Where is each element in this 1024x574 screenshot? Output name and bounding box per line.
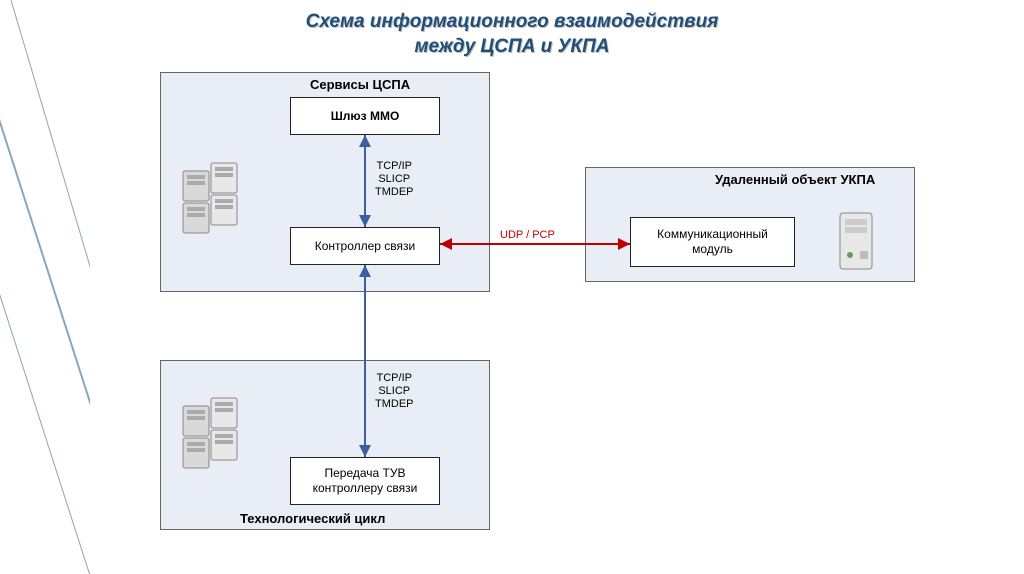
node-controller-label: Контроллер связи [315, 239, 416, 254]
node-tuv-label: Передача ТУВконтроллеру связи [313, 466, 418, 496]
title-line-1: Схема информационного взаимодействия [306, 11, 719, 32]
edge-label-ctrl-tuv: TCP/IPSLICPTMDEP [375, 372, 414, 412]
node-gateway-label: Шлюз ММО [331, 109, 400, 124]
node-tuv: Передача ТУВконтроллеру связи [290, 457, 440, 505]
node-comm-module: Коммуникационныймодуль [630, 217, 795, 267]
server-rack-icon [175, 157, 245, 247]
edge-label-gw-ctrl: TCP/IPSLICPTMDEP [375, 160, 414, 200]
group-cspa-title: Сервисы ЦСПА [310, 77, 410, 92]
node-comm-module-label: Коммуникационныймодуль [657, 227, 768, 257]
server-rack-icon [175, 392, 245, 482]
slide-decoration [0, 0, 90, 574]
title-line-2: между ЦСПА и УКПА [414, 36, 609, 57]
slide-title: Схема информационного взаимодействия меж… [0, 10, 1024, 59]
node-gateway: Шлюз ММО [290, 97, 440, 135]
group-tech-title: Технологический цикл [240, 511, 385, 526]
server-tower-icon [830, 207, 885, 277]
node-controller: Контроллер связи [290, 227, 440, 265]
group-ukpa-title: Удаленный объект УКПА [715, 172, 875, 187]
diagram-canvas: Сервисы ЦСПА Удаленный объект УКПА Техно… [130, 72, 920, 552]
edge-label-ctrl-comm: UDP / PCP [500, 229, 555, 242]
